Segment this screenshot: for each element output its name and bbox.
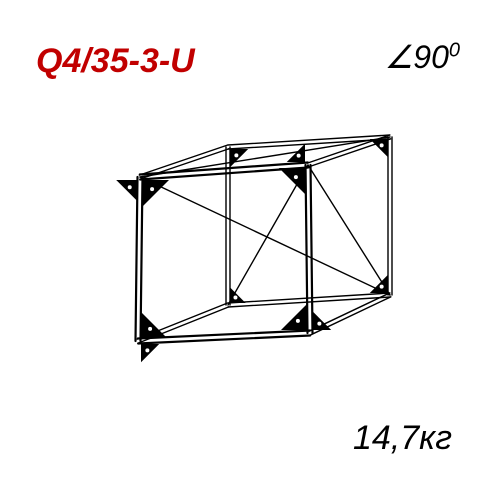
angle-spec: ∠900 bbox=[385, 38, 460, 76]
truss-cube-diagram bbox=[80, 100, 420, 420]
angle-symbol: ∠ bbox=[385, 39, 414, 75]
truss-svg bbox=[80, 100, 420, 420]
weight-unit: кг bbox=[419, 419, 452, 457]
angle-degree: 0 bbox=[449, 39, 460, 61]
angle-value: 90 bbox=[413, 39, 449, 75]
product-code: Q4/35-3-U bbox=[36, 42, 195, 81]
weight-value: 14,7 bbox=[353, 419, 419, 457]
weight-spec: 14,7кг bbox=[353, 419, 452, 458]
